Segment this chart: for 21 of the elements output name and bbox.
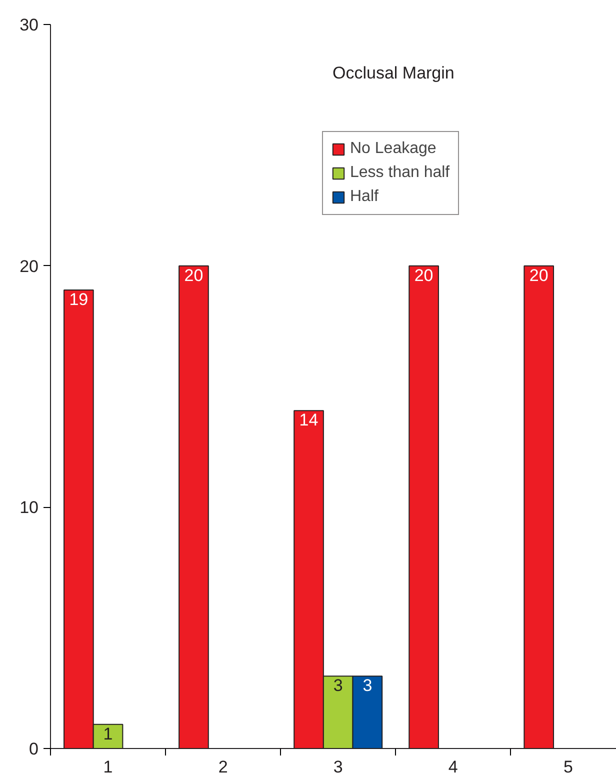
y-tick-label: 0 — [29, 740, 39, 758]
data-label: 1 — [103, 724, 113, 744]
x-tick-label: 3 — [333, 758, 343, 776]
y-tick-label: 10 — [20, 498, 39, 518]
data-label: 3 — [362, 676, 372, 696]
y-tick-label: 30 — [20, 16, 39, 34]
legend-label: No Leakage — [350, 140, 436, 158]
x-tick-label: 1 — [103, 758, 113, 776]
data-label: 14 — [299, 410, 318, 430]
x-tick-label: 2 — [218, 758, 228, 776]
x-tick-label: 4 — [448, 758, 458, 776]
data-label: 3 — [333, 676, 343, 696]
text: Occlusal Margin — [332, 64, 454, 82]
data-label: 19 — [69, 290, 88, 309]
data-label: 20 — [184, 266, 204, 285]
y-tick-label: 20 — [20, 256, 39, 276]
data-label: 20 — [529, 266, 548, 285]
legend-label: Half — [350, 188, 378, 206]
x-tick-label: 5 — [563, 758, 573, 776]
legend-label: Less than half — [350, 164, 450, 182]
data-label: 20 — [414, 266, 434, 285]
